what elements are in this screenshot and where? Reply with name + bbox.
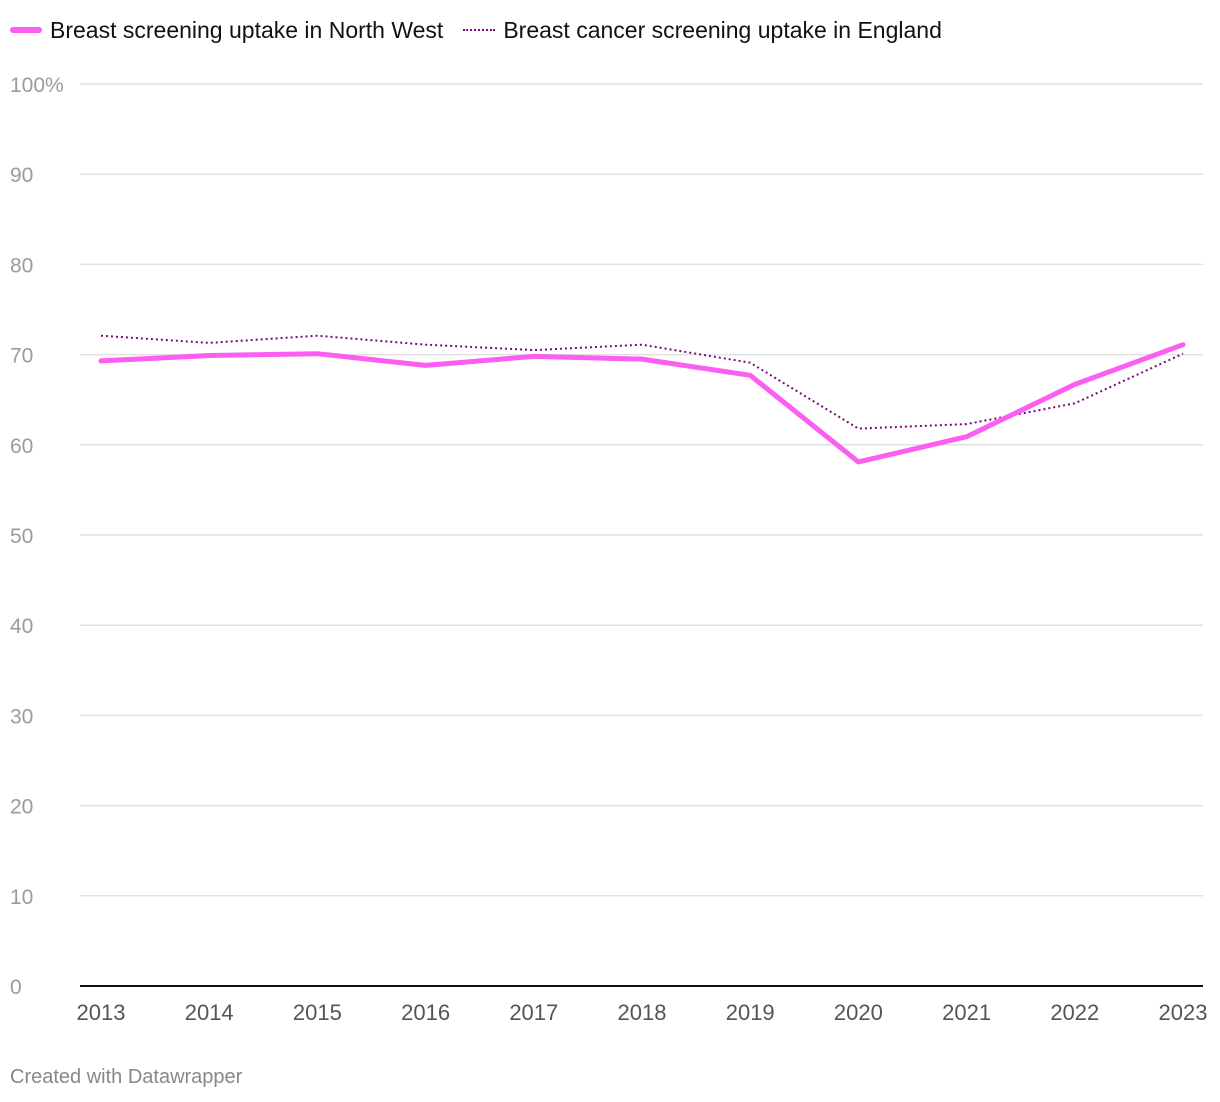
y-tick-label-0: 0: [10, 976, 22, 999]
y-tick-label-60: 60: [10, 435, 33, 458]
y-tick-label-30: 30: [10, 705, 33, 728]
legend-label-north-west: Breast screening uptake in North West: [50, 16, 444, 43]
credit-text: Created with Datawrapper: [10, 1066, 243, 1088]
x-tick-label-2021: 2021: [942, 1000, 991, 1025]
series-line-england: [100, 334, 1184, 430]
y-tick-label-20: 20: [10, 796, 33, 819]
legend-item-england: Breast cancer screening uptake in Englan…: [463, 17, 942, 44]
legend-label-england: Breast cancer screening uptake in Englan…: [503, 16, 942, 43]
x-tick-label-2017: 2017: [509, 1000, 558, 1025]
y-tick-label-80: 80: [10, 254, 33, 277]
series-line-north-west: [98, 342, 1186, 465]
x-tick-label-2023: 2023: [1159, 1000, 1208, 1025]
x-tick-label-2015: 2015: [293, 1000, 342, 1025]
x-tick-label-2020: 2020: [834, 1000, 883, 1025]
x-tick-label-2019: 2019: [726, 1000, 775, 1025]
legend-swatch-north-west: [10, 27, 42, 33]
chart-legend: Breast screening uptake in North West Br…: [10, 14, 942, 46]
legend-swatch-england: [463, 29, 496, 31]
y-tick-label-10: 10: [10, 886, 33, 909]
x-axis-tick-labels: 2013 2014 2015 2016 2017 2018 2019 2020 2021 2022…: [77, 1000, 1208, 1025]
x-tick-label-2014: 2014: [185, 1000, 234, 1025]
x-tick-label-2022: 2022: [1050, 1000, 1099, 1025]
y-tick-label-70: 70: [10, 345, 33, 368]
series-lines: [98, 334, 1186, 465]
gridlines: [80, 83, 1203, 897]
x-tick-label-2016: 2016: [401, 1000, 450, 1025]
y-tick-label-90: 90: [10, 164, 33, 187]
legend-item-north-west: Breast screening uptake in North West: [10, 17, 443, 44]
y-tick-label-100: 100%: [10, 74, 64, 97]
x-tick-label-2018: 2018: [618, 1000, 667, 1025]
y-tick-label-50: 50: [10, 525, 33, 548]
y-axis-tick-labels: 0 10 20 30 40 50 60 70 80 90 100%: [10, 74, 64, 999]
line-chart: 0 10 20 30 40 50 60 70 80 90 100% 2013 2014 2015 2016…: [10, 74, 1208, 1025]
y-tick-label-40: 40: [10, 615, 33, 638]
x-tick-label-2013: 2013: [77, 1000, 126, 1025]
